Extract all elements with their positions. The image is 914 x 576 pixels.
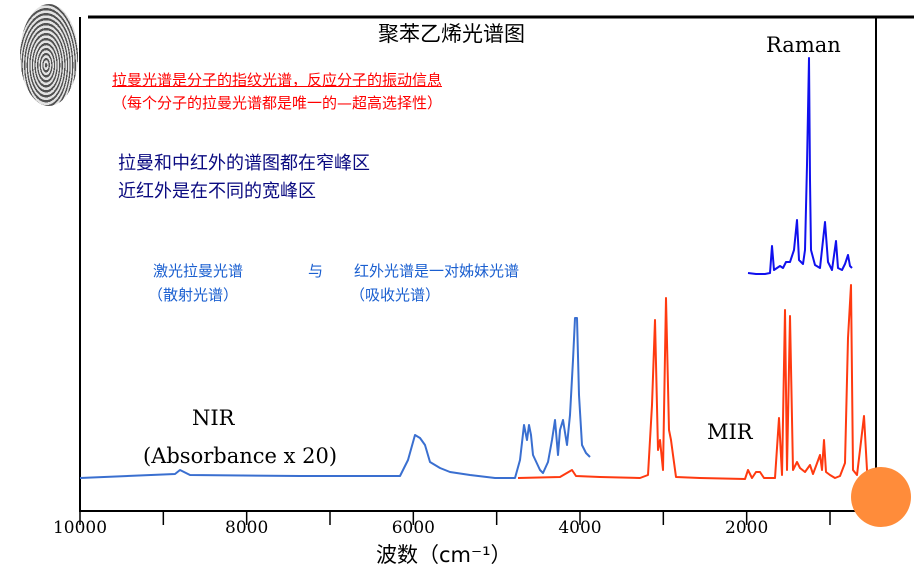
nir-label: NIR [192, 406, 235, 430]
blue-note-left1: 激光拉曼光谱 [153, 262, 244, 280]
mir-spectrum-line [517, 284, 873, 480]
fingerprint-image [20, 4, 78, 106]
navy-note-line2: 近红外是在不同的宽峰区 [118, 181, 316, 202]
blue-note-mid: 与 [308, 262, 324, 280]
blue-note-right1: 红外光谱是一对姊妹光谱 [354, 262, 520, 280]
blue-note-right2: （吸收光谱） [350, 286, 441, 304]
blue-note-left2: （散射光谱） [148, 286, 239, 304]
mir-label: MIR [707, 420, 753, 444]
raman-spectrum-line [747, 57, 853, 275]
red-note-line1: 拉曼光谱是分子的指纹光谱，反应分子的振动信息 [112, 71, 443, 89]
x-tick-label: 8000 [225, 518, 269, 538]
nir-spectrum-line [79, 317, 591, 479]
raman-label: Raman [766, 33, 841, 57]
x-tick-label: 6000 [391, 518, 435, 538]
x-axis-label: 波数（cm⁻¹） [376, 543, 512, 567]
corner-circle [851, 467, 911, 527]
red-note-line2: （每个分子的拉曼光谱都是唯一的—超高选择性） [112, 94, 443, 112]
nir-sublabel: (Absorbance x 20) [143, 444, 338, 468]
x-tick-label: 4000 [558, 518, 602, 538]
x-tick-label: 2000 [725, 518, 769, 538]
x-tick-label: 10000 [52, 518, 108, 538]
chart-title: 聚苯乙烯光谱图 [378, 22, 525, 46]
navy-note-line1: 拉曼和中红外的谱图都在窄峰区 [118, 153, 370, 174]
